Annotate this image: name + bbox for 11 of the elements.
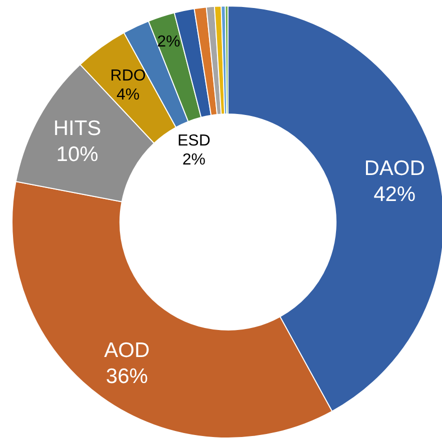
slice-label: DAOD — [364, 157, 425, 180]
slice-label: AOD — [104, 339, 150, 362]
data-label: 2% — [157, 33, 180, 50]
data-label: 4% — [116, 86, 140, 104]
slice-label: HITS — [53, 117, 102, 140]
data-label: 10% — [56, 143, 98, 166]
slice-label: ESD — [177, 132, 210, 150]
data-label: 42% — [374, 183, 416, 206]
data-label: 2% — [182, 152, 206, 169]
slice-label: RDO — [110, 67, 146, 84]
data-label: 36% — [106, 365, 148, 388]
